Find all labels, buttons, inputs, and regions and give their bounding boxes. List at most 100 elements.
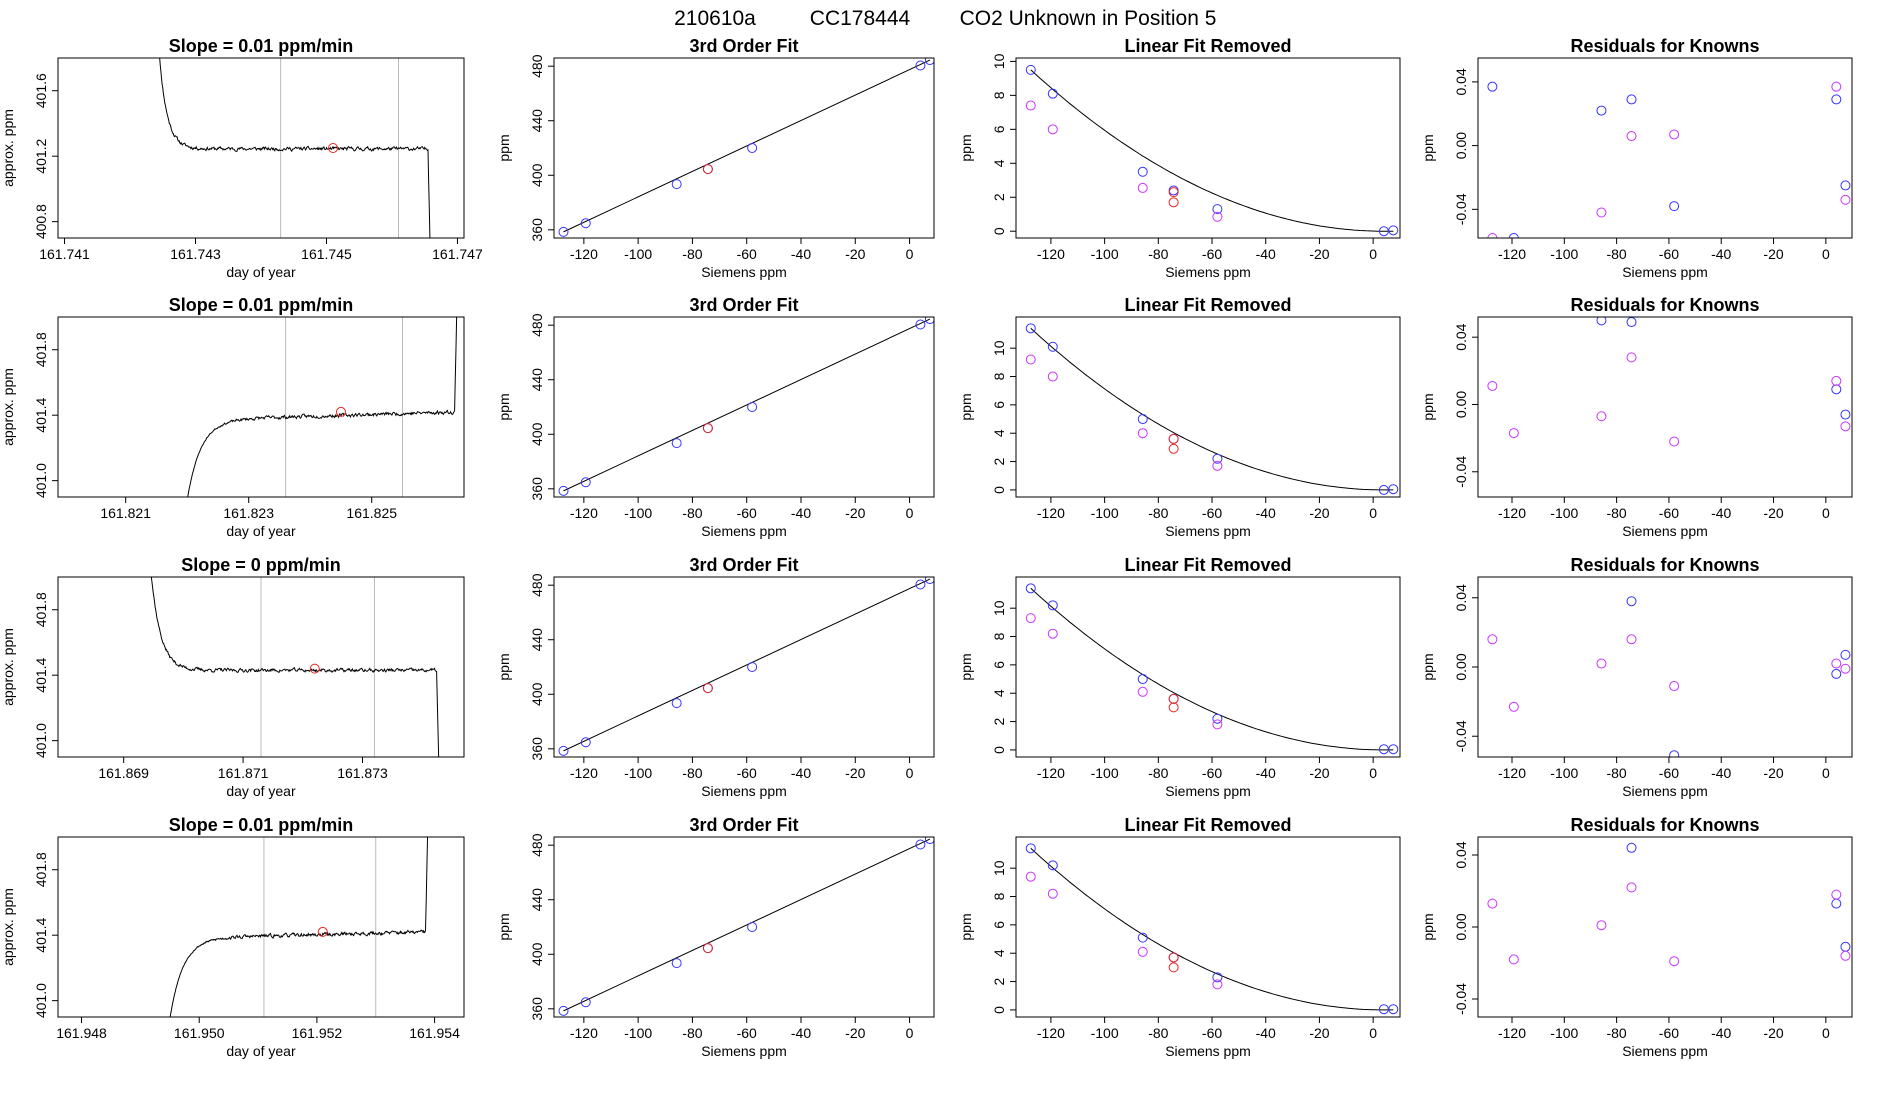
x-tick-label: 161.825: [346, 505, 397, 521]
y-tick-label: 10: [991, 53, 1007, 69]
y-axis-label: approx. ppm: [0, 109, 16, 187]
x-tick-label: 0: [1369, 505, 1377, 521]
x-axis-label: Siemens ppm: [701, 783, 787, 799]
panel-title: 3rd Order Fit: [689, 36, 798, 56]
x-axis-label: Siemens ppm: [1622, 783, 1708, 799]
known-point-blue: [924, 837, 934, 845]
y-tick-label: -0.04: [1453, 983, 1469, 1015]
y-tick-label: 4: [991, 159, 1007, 167]
panel-title: Slope = 0.01 ppm/min: [169, 295, 354, 315]
x-tick-label: -100: [1550, 246, 1578, 262]
x-tick-label: -40: [1256, 246, 1276, 262]
panel-r1c4: Residuals for Knowns Siemens ppm ppm -120 -1…: [1420, 36, 1853, 280]
x-tick-label: -80: [1606, 246, 1626, 262]
known-point-magenta: [1831, 889, 1842, 900]
known-point-magenta: [1487, 380, 1498, 391]
panel-title: 3rd Order Fit: [689, 295, 798, 315]
y-axis-label: ppm: [958, 913, 974, 940]
x-tick-label: 0: [1822, 246, 1830, 262]
known-point-blue: [1840, 180, 1851, 191]
known-point-magenta: [1669, 681, 1680, 692]
known-point-blue: [1025, 64, 1036, 75]
x-tick-label: 0: [1822, 1025, 1830, 1041]
y-tick-label: 401.0: [33, 983, 49, 1018]
known-point-magenta: [1596, 920, 1607, 931]
known-point-blue: [1840, 941, 1851, 952]
known-point-magenta: [1831, 375, 1842, 386]
panel-title: 3rd Order Fit: [689, 555, 798, 575]
known-point-blue: [1388, 484, 1399, 495]
x-tick-label: -60: [737, 1025, 757, 1041]
y-tick-label: 480: [529, 573, 545, 597]
x-tick-label: -80: [682, 765, 702, 781]
y-tick-label: 401.4: [33, 917, 49, 952]
panel-r1c1: Slope = 0.01 ppm/min day of year approx. p…: [0, 36, 483, 280]
y-tick-label: 480: [529, 313, 545, 337]
y-tick-label: 0: [991, 486, 1007, 494]
known-point-blue: [747, 922, 758, 932]
figure-title-description: CO2 Unknown in Position 5: [960, 7, 1217, 30]
y-axis-label: ppm: [1420, 913, 1436, 940]
y-tick-label: 401.8: [33, 592, 49, 627]
plot-area: [558, 58, 934, 237]
known-point-magenta: [1212, 460, 1223, 471]
x-tick-label: 161.743: [170, 246, 221, 262]
known-point-blue: [1626, 94, 1637, 105]
y-tick-label: 360: [529, 737, 545, 761]
x-tick-label: -60: [1659, 246, 1679, 262]
known-point-magenta: [1626, 634, 1637, 645]
panel-r4c4: Residuals for Knowns Siemens ppm ppm -120 -1…: [1420, 815, 1853, 1059]
known-point-magenta: [1669, 436, 1680, 447]
x-tick-label: -20: [845, 505, 865, 521]
plot-frame: [1015, 576, 1401, 758]
panel-r4c3: Linear Fit Removed Siemens ppm ppm -120 -100…: [958, 815, 1401, 1059]
known-point-magenta: [1508, 701, 1519, 712]
y-tick-label: 401.4: [33, 397, 49, 432]
known-point-blue: [1626, 596, 1637, 607]
panel-r4c1: Slope = 0.01 ppm/min day of year approx. p…: [0, 815, 465, 1059]
known-point-magenta: [1025, 871, 1036, 882]
plot-area: [159, 58, 431, 238]
x-tick-label: -100: [1091, 246, 1119, 262]
y-tick-label: 2: [991, 717, 1007, 725]
unknown-point-red: [702, 423, 713, 434]
x-tick-label: 161.873: [337, 765, 388, 781]
x-tick-label: 0: [906, 246, 914, 262]
fit-line: [563, 59, 931, 233]
y-tick-label: 0: [991, 1006, 1007, 1014]
y-tick-label: 0: [991, 227, 1007, 235]
plot-area: [558, 837, 934, 1016]
y-tick-label: 360: [529, 997, 545, 1021]
x-tick-label: 0: [1822, 505, 1830, 521]
x-tick-label: -20: [1309, 765, 1329, 781]
plot-area: [1025, 64, 1399, 237]
panel-r3c1: Slope = 0 ppm/min day of year approx. ppm 1…: [0, 555, 465, 799]
x-tick-label: -20: [1309, 246, 1329, 262]
known-point-magenta: [1831, 81, 1842, 92]
panel-grid: Slope = 0.01 ppm/min day of year approx. p…: [0, 36, 1853, 1059]
plot-area: [1025, 843, 1399, 1015]
x-tick-label: -40: [1256, 1025, 1276, 1041]
y-tick-label: 401.6: [33, 73, 49, 108]
x-tick-label: -80: [682, 505, 702, 521]
y-tick-label: 400: [529, 942, 545, 966]
x-tick-label: 161.821: [100, 505, 151, 521]
x-tick-label: -80: [1148, 505, 1168, 521]
x-axis-label: Siemens ppm: [1165, 523, 1251, 539]
x-tick-label: 161.952: [292, 1025, 343, 1041]
panel-title: Slope = 0 ppm/min: [181, 555, 341, 575]
x-tick-label: -100: [1550, 1025, 1578, 1041]
plot-frame: [57, 576, 465, 758]
y-tick-label: 8: [991, 632, 1007, 640]
y-axis-label: approx. ppm: [0, 368, 16, 446]
y-tick-label: 10: [991, 600, 1007, 616]
known-point-blue: [1212, 972, 1223, 983]
panel-title: 3rd Order Fit: [689, 815, 798, 835]
x-tick-label: -120: [1498, 505, 1526, 521]
known-point-blue: [747, 662, 758, 672]
x-axis-label: Siemens ppm: [1165, 1043, 1251, 1059]
y-tick-label: 4: [991, 689, 1007, 697]
panel-title: Residuals for Knowns: [1570, 295, 1759, 315]
known-point-blue: [924, 58, 934, 66]
y-tick-label: 440: [529, 109, 545, 133]
